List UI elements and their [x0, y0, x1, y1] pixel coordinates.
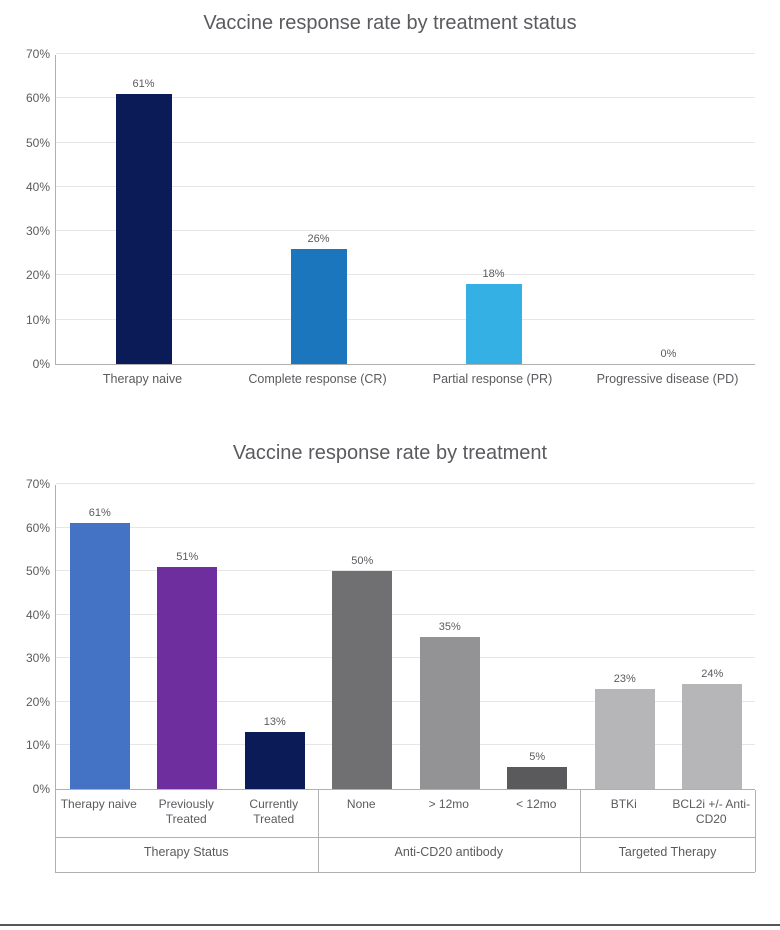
x-category-label: Currently Treated [231, 797, 317, 827]
y-tick-label: 30% [26, 224, 56, 238]
chart1-plot-area: 0%10%20%30%40%50%60%70%61%26%18%0% [55, 55, 755, 365]
bottom-rule [0, 924, 780, 926]
chart2-plot-area: 0%10%20%30%40%50%60%70%61%51%13%50%35%5%… [55, 485, 755, 790]
gridline [56, 483, 755, 484]
group-label: Therapy Status [144, 845, 229, 859]
y-tick-label: 70% [26, 47, 56, 61]
bar-value-label: 23% [614, 673, 636, 689]
y-tick-label: 30% [26, 651, 56, 665]
group-separator [318, 790, 319, 872]
bar: 13% [245, 732, 305, 789]
chart-treatment-status: Vaccine response rate by treatment statu… [0, 0, 780, 430]
y-tick-label: 50% [26, 136, 56, 150]
y-tick-label: 70% [26, 477, 56, 491]
bar: 23% [595, 689, 655, 789]
group-bottom-line [55, 872, 755, 873]
group-separator [55, 790, 56, 872]
bar-value-label: 26% [307, 233, 329, 249]
group-separator [755, 790, 756, 872]
bar-value-label: 61% [89, 507, 111, 523]
x-category-label: Progressive disease (PD) [583, 372, 752, 388]
y-tick-label: 0% [33, 357, 56, 371]
bar: 50% [332, 571, 392, 789]
x-category-label: BTKi [581, 797, 667, 812]
y-tick-label: 40% [26, 608, 56, 622]
bar-value-label: 24% [701, 668, 723, 684]
bar: 61% [116, 94, 172, 364]
x-category-label: Therapy naive [56, 797, 142, 812]
y-tick-label: 20% [26, 268, 56, 282]
bar: 5% [507, 767, 567, 789]
bar-value-label: 51% [176, 551, 198, 567]
gridline [56, 53, 755, 54]
bar-value-label: 13% [264, 716, 286, 732]
x-category-label: BCL2i +/- Anti-CD20 [669, 797, 755, 827]
bar-value-label: 50% [351, 555, 373, 571]
x-category-label: Previously Treated [144, 797, 230, 827]
bar: 18% [466, 284, 522, 364]
bar: 61% [70, 523, 130, 789]
y-tick-label: 60% [26, 91, 56, 105]
bar-value-label: 35% [439, 621, 461, 637]
bar-value-label: 18% [482, 268, 504, 284]
bar: 51% [157, 567, 217, 789]
gridline [56, 527, 755, 528]
y-tick-label: 0% [33, 782, 56, 796]
y-tick-label: 20% [26, 695, 56, 709]
bar-value-label: 5% [529, 751, 545, 767]
x-category-label: None [319, 797, 405, 812]
chart-treatment: Vaccine response rate by treatment 0% 10%… [0, 430, 780, 910]
y-tick-label: 60% [26, 521, 56, 535]
group-label: Anti-CD20 antibody [395, 845, 503, 859]
bar: 35% [420, 637, 480, 790]
bar-value-label: 61% [132, 78, 154, 94]
y-tick-label: 40% [26, 180, 56, 194]
chart1-title: Vaccine response rate by treatment statu… [0, 0, 780, 35]
x-category-label: Complete response (CR) [233, 372, 402, 388]
y-tick-label: 50% [26, 564, 56, 578]
bar-value-label: 0% [661, 348, 677, 360]
x-category-label: Therapy naive [58, 372, 227, 388]
x-category-label: < 12mo [494, 797, 580, 812]
group-label: Targeted Therapy [619, 845, 717, 859]
bar: 26% [291, 249, 347, 364]
group-mid-line [55, 837, 755, 838]
x-category-label: > 12mo [406, 797, 492, 812]
y-tick-label: 10% [26, 738, 56, 752]
y-tick-label: 10% [26, 313, 56, 327]
group-separator [580, 790, 581, 872]
x-category-label: Partial response (PR) [408, 372, 577, 388]
bar: 24% [682, 684, 742, 789]
chart2-title: Vaccine response rate by treatment [0, 430, 780, 465]
